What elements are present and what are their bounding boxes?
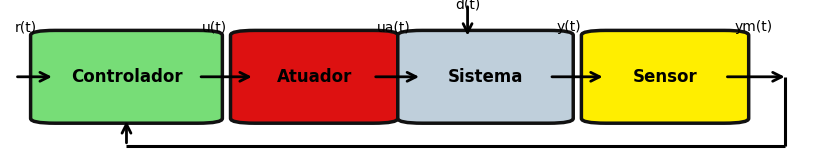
FancyBboxPatch shape xyxy=(581,30,748,123)
Text: u(t): u(t) xyxy=(202,20,228,34)
FancyBboxPatch shape xyxy=(31,30,222,123)
Text: Sistema: Sistema xyxy=(448,68,523,86)
Text: ym(t): ym(t) xyxy=(734,20,773,34)
FancyBboxPatch shape xyxy=(230,30,397,123)
Text: Atuador: Atuador xyxy=(277,68,352,86)
Text: y(t): y(t) xyxy=(557,20,581,34)
Text: d(t): d(t) xyxy=(455,0,480,11)
Text: ua(t): ua(t) xyxy=(377,20,410,34)
Text: Controlador: Controlador xyxy=(71,68,182,86)
Text: Sensor: Sensor xyxy=(632,68,698,86)
FancyBboxPatch shape xyxy=(397,30,573,123)
Text: r(t): r(t) xyxy=(15,20,37,34)
